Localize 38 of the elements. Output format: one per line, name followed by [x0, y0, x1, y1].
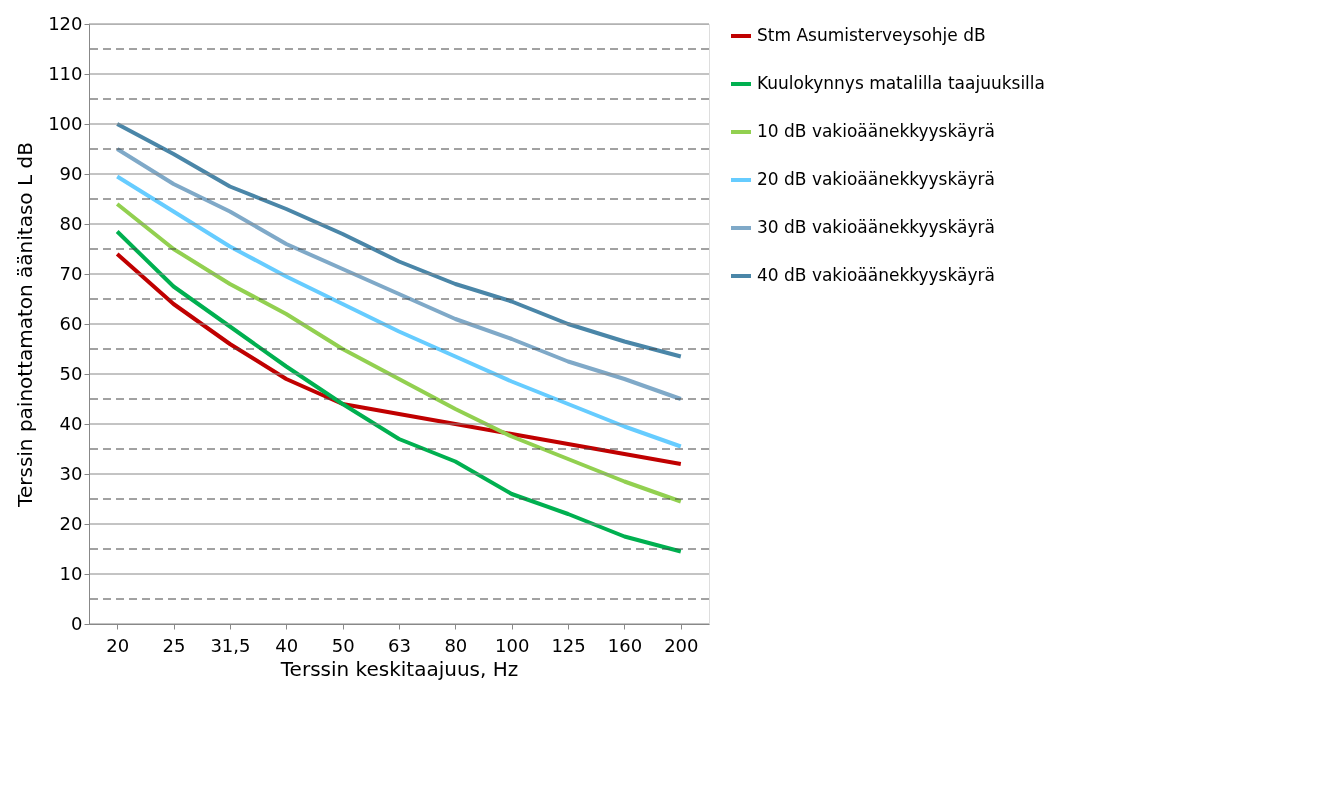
- y-tick-label: 10: [59, 562, 83, 584]
- x-tick-label: 40: [275, 634, 299, 656]
- line-series: [115, 229, 683, 554]
- y-tick-label: 60: [59, 312, 83, 334]
- y-tick-label: 120: [48, 12, 83, 34]
- y-tick-label: 30: [59, 462, 83, 484]
- legend-label: 40 dB vakioäänekkyyskäyrä: [757, 265, 995, 285]
- x-tick-label: 50: [331, 634, 355, 656]
- line-series: [115, 147, 683, 401]
- y-tick-label: 80: [59, 212, 83, 234]
- line-series: [115, 174, 683, 449]
- x-tick-label: 200: [664, 634, 699, 656]
- x-tick-label: 63: [388, 634, 411, 656]
- x-axis-title: Terssin keskitaajuus, Hz: [279, 656, 519, 681]
- y-tick-label: 110: [48, 62, 83, 84]
- y-axis-title: Terssin painottamaton äänitaso L dB: [13, 142, 38, 508]
- y-tick-label: 20: [59, 512, 83, 534]
- x-tick-label: 100: [495, 634, 530, 656]
- y-tick-label: 90: [59, 162, 83, 184]
- y-tick-label: 40: [59, 412, 83, 434]
- x-tick-label: 20: [106, 634, 130, 656]
- y-tick-label: 70: [59, 262, 83, 284]
- line-series: [115, 122, 683, 359]
- x-tick-label: 25: [162, 634, 186, 656]
- legend-label: 30 dB vakioäänekkyyskäyrä: [757, 217, 995, 237]
- x-tick-label: 80: [444, 634, 468, 656]
- line-series: [115, 252, 683, 466]
- legend-label: Stm Asumisterveysohje dB: [757, 25, 986, 45]
- legend-label: Kuulokynnys matalilla taajuuksilla: [757, 73, 1045, 93]
- y-tick-label: 0: [71, 612, 83, 634]
- x-tick-label: 125: [551, 634, 586, 656]
- x-tick-label: 31,5: [210, 634, 251, 656]
- x-tick-label: 160: [607, 634, 643, 656]
- line-series: [115, 202, 683, 504]
- legend-label: 20 dB vakioäänekkyyskäyrä: [757, 169, 995, 189]
- y-tick-label: 100: [48, 112, 83, 134]
- y-tick-label: 50: [59, 362, 83, 384]
- legend-label: 10 dB vakioäänekkyyskäyrä: [757, 121, 995, 141]
